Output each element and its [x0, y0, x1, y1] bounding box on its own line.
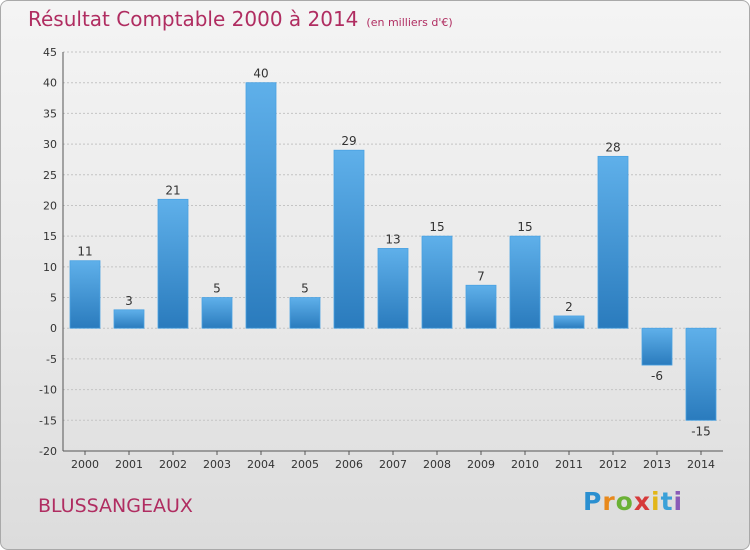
y-tick-label: 40	[43, 77, 57, 90]
data-label: 13	[385, 232, 400, 246]
bar	[157, 198, 189, 329]
data-label: 21	[165, 183, 180, 197]
x-tick-label: 2001	[115, 458, 143, 471]
x-tick-label: 2004	[247, 458, 275, 471]
x-tick-label: 2011	[555, 458, 583, 471]
y-tick-label: 15	[43, 230, 57, 243]
y-tick-label: 25	[43, 169, 57, 182]
x-tick-label: 2006	[335, 458, 363, 471]
bar	[465, 284, 497, 329]
bar	[333, 149, 365, 329]
bar	[641, 327, 673, 366]
commune-name: BLUSSANGEAUX	[38, 495, 193, 517]
bar	[289, 297, 321, 329]
bar	[377, 248, 409, 329]
data-label: 11	[77, 245, 92, 259]
y-tick-label: 20	[43, 199, 57, 212]
data-label: 28	[605, 140, 620, 154]
x-tick-label: 2008	[423, 458, 451, 471]
bar	[553, 315, 585, 329]
data-label: 5	[301, 282, 309, 296]
logo-letter: x	[633, 487, 651, 516]
y-tick-label: -15	[39, 414, 57, 427]
x-tick-label: 2010	[511, 458, 539, 471]
logo-letter: i	[651, 487, 661, 516]
bar	[113, 309, 145, 329]
chart-title: Résultat Comptable 2000 à 2014 (en millie…	[28, 7, 453, 31]
data-label: -15	[691, 424, 711, 438]
bar	[685, 327, 717, 421]
x-tick-label: 2002	[159, 458, 187, 471]
bar	[421, 235, 453, 329]
data-label: 7	[477, 269, 485, 283]
y-tick-label: 45	[43, 46, 57, 59]
logo-letter: o	[615, 487, 634, 516]
y-tick-label: 35	[43, 107, 57, 120]
x-tick-label: 2009	[467, 458, 495, 471]
x-tick-label: 2013	[643, 458, 671, 471]
data-label: 2	[565, 300, 573, 314]
logo-letter: t	[660, 487, 674, 516]
data-label: 40	[253, 67, 268, 81]
chart-title-text: Résultat Comptable 2000 à 2014	[28, 7, 359, 31]
y-tick-label: 5	[50, 292, 57, 305]
data-label: 29	[341, 134, 356, 148]
y-tick-label: 30	[43, 138, 57, 151]
y-tick-label: 10	[43, 261, 57, 274]
x-tick-label: 2014	[687, 458, 715, 471]
proxiti-logo: Proxiti	[583, 487, 683, 516]
data-label: 3	[125, 294, 133, 308]
bar	[201, 297, 233, 329]
bar	[597, 155, 629, 329]
bar	[69, 260, 101, 329]
logo-letter: P	[583, 487, 603, 516]
bar	[509, 235, 541, 329]
logo-letter: i	[673, 487, 684, 516]
y-tick-label: 0	[50, 322, 57, 335]
data-label: -6	[651, 369, 663, 383]
data-label: 5	[213, 282, 221, 296]
y-tick-label: -20	[39, 445, 57, 458]
data-label: 15	[429, 220, 444, 234]
logo-letter: r	[602, 487, 616, 516]
x-tick-label: 2005	[291, 458, 319, 471]
x-tick-label: 2007	[379, 458, 407, 471]
y-tick-label: -5	[46, 353, 57, 366]
x-tick-label: 2003	[203, 458, 231, 471]
bar	[245, 82, 277, 329]
x-tick-label: 2000	[71, 458, 99, 471]
y-tick-label: -10	[39, 384, 57, 397]
data-label: 15	[517, 220, 532, 234]
x-tick-label: 2012	[599, 458, 627, 471]
chart-subtitle: (en milliers d'€)	[366, 16, 453, 29]
